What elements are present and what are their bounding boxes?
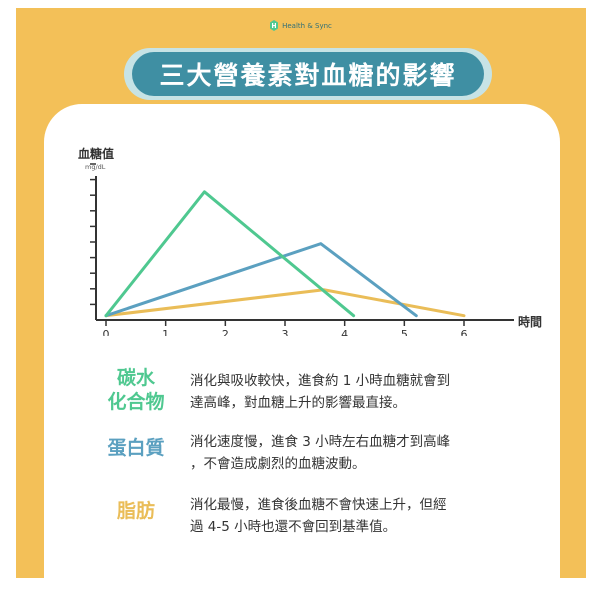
x-axis-ticks: 0 1 2 3 4 5 6: [103, 320, 468, 336]
carb-description: 消化與吸收較快，進食約 1 小時血糖就會到 達高峰，對血糖上升的影響最直接。: [190, 370, 530, 414]
fat-desc-line1: 消化最慢，進食後血糖不會快速上升，但經: [190, 497, 447, 513]
protein-desc-line2: ，不會造成劇烈的血糖波動。: [190, 456, 366, 472]
carb-series-line: [104, 190, 356, 318]
y-axis-label: 血糖值: [78, 146, 114, 161]
page-title: 三大營養素對血糖的影響: [132, 52, 484, 96]
fat-description: 消化最慢，進食後血糖不會快速上升，但經 過 4-5 小時也還不會回到基準值。: [190, 494, 530, 538]
series-layer: [104, 190, 466, 318]
x-tick-label: 1: [162, 328, 169, 336]
x-tick-label: 0: [103, 328, 110, 336]
protein-label-line1: 蛋白質: [107, 437, 165, 459]
protein-desc-line1: 消化速度慢，進食 3 小時左右血糖才到高峰: [190, 434, 451, 450]
poster-background: Health & Sync 三大營養素對血糖的影響: [16, 8, 586, 578]
x-axis-label: 時間: [518, 314, 542, 329]
blood-sugar-chart: 血糖值 mg/dL 0 1 2 3 4 5 6 時間: [78, 146, 542, 336]
carb-label: 碳水 化合物: [96, 366, 176, 414]
protein-label: 蛋白質: [96, 436, 176, 460]
x-tick-label: 5: [401, 328, 408, 336]
x-tick-label: 3: [282, 328, 289, 336]
carb-label-line2: 化合物: [107, 391, 165, 413]
x-tick-label: 2: [222, 328, 229, 336]
content-card: [44, 104, 560, 578]
fat-desc-line2: 過 4-5 小時也還不會回到基準值。: [190, 519, 397, 535]
fat-label: 脂肪: [96, 499, 176, 523]
fat-label-line1: 脂肪: [116, 500, 155, 522]
brand-header: Health & Sync: [16, 20, 586, 31]
brand-logo-icon: [270, 20, 279, 31]
carb-label-line1: 碳水: [116, 367, 155, 389]
x-tick-label: 6: [461, 328, 468, 336]
y-axis-unit: mg/dL: [85, 163, 106, 171]
protein-series-line: [104, 242, 418, 318]
protein-description: 消化速度慢，進食 3 小時左右血糖才到高峰 ，不會造成劇烈的血糖波動。: [190, 431, 530, 475]
x-tick-label: 4: [341, 328, 348, 336]
carb-desc-line1: 消化與吸收較快，進食約 1 小時血糖就會到: [190, 373, 451, 389]
carb-desc-line2: 達高峰，對血糖上升的影響最直接。: [190, 395, 406, 411]
brand-name: Health & Sync: [282, 21, 332, 30]
